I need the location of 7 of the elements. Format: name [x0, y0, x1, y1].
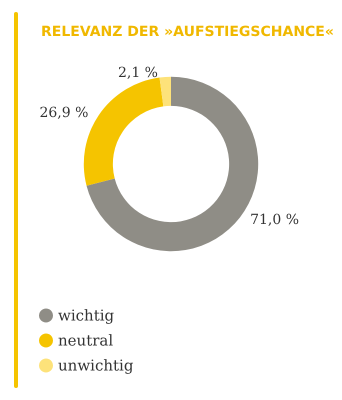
legend-label: wichtig	[58, 306, 115, 324]
legend-label: neutral	[58, 332, 114, 350]
legend-label: unwichtig	[58, 356, 134, 374]
data-label: 71,0 %	[250, 212, 300, 228]
data-label: 26,9 %	[39, 104, 88, 121]
chart-title: RELEVANZ DER »AUFSTIEGSCHANCE«	[41, 24, 334, 40]
data-label: 2,1 %	[118, 64, 158, 81]
